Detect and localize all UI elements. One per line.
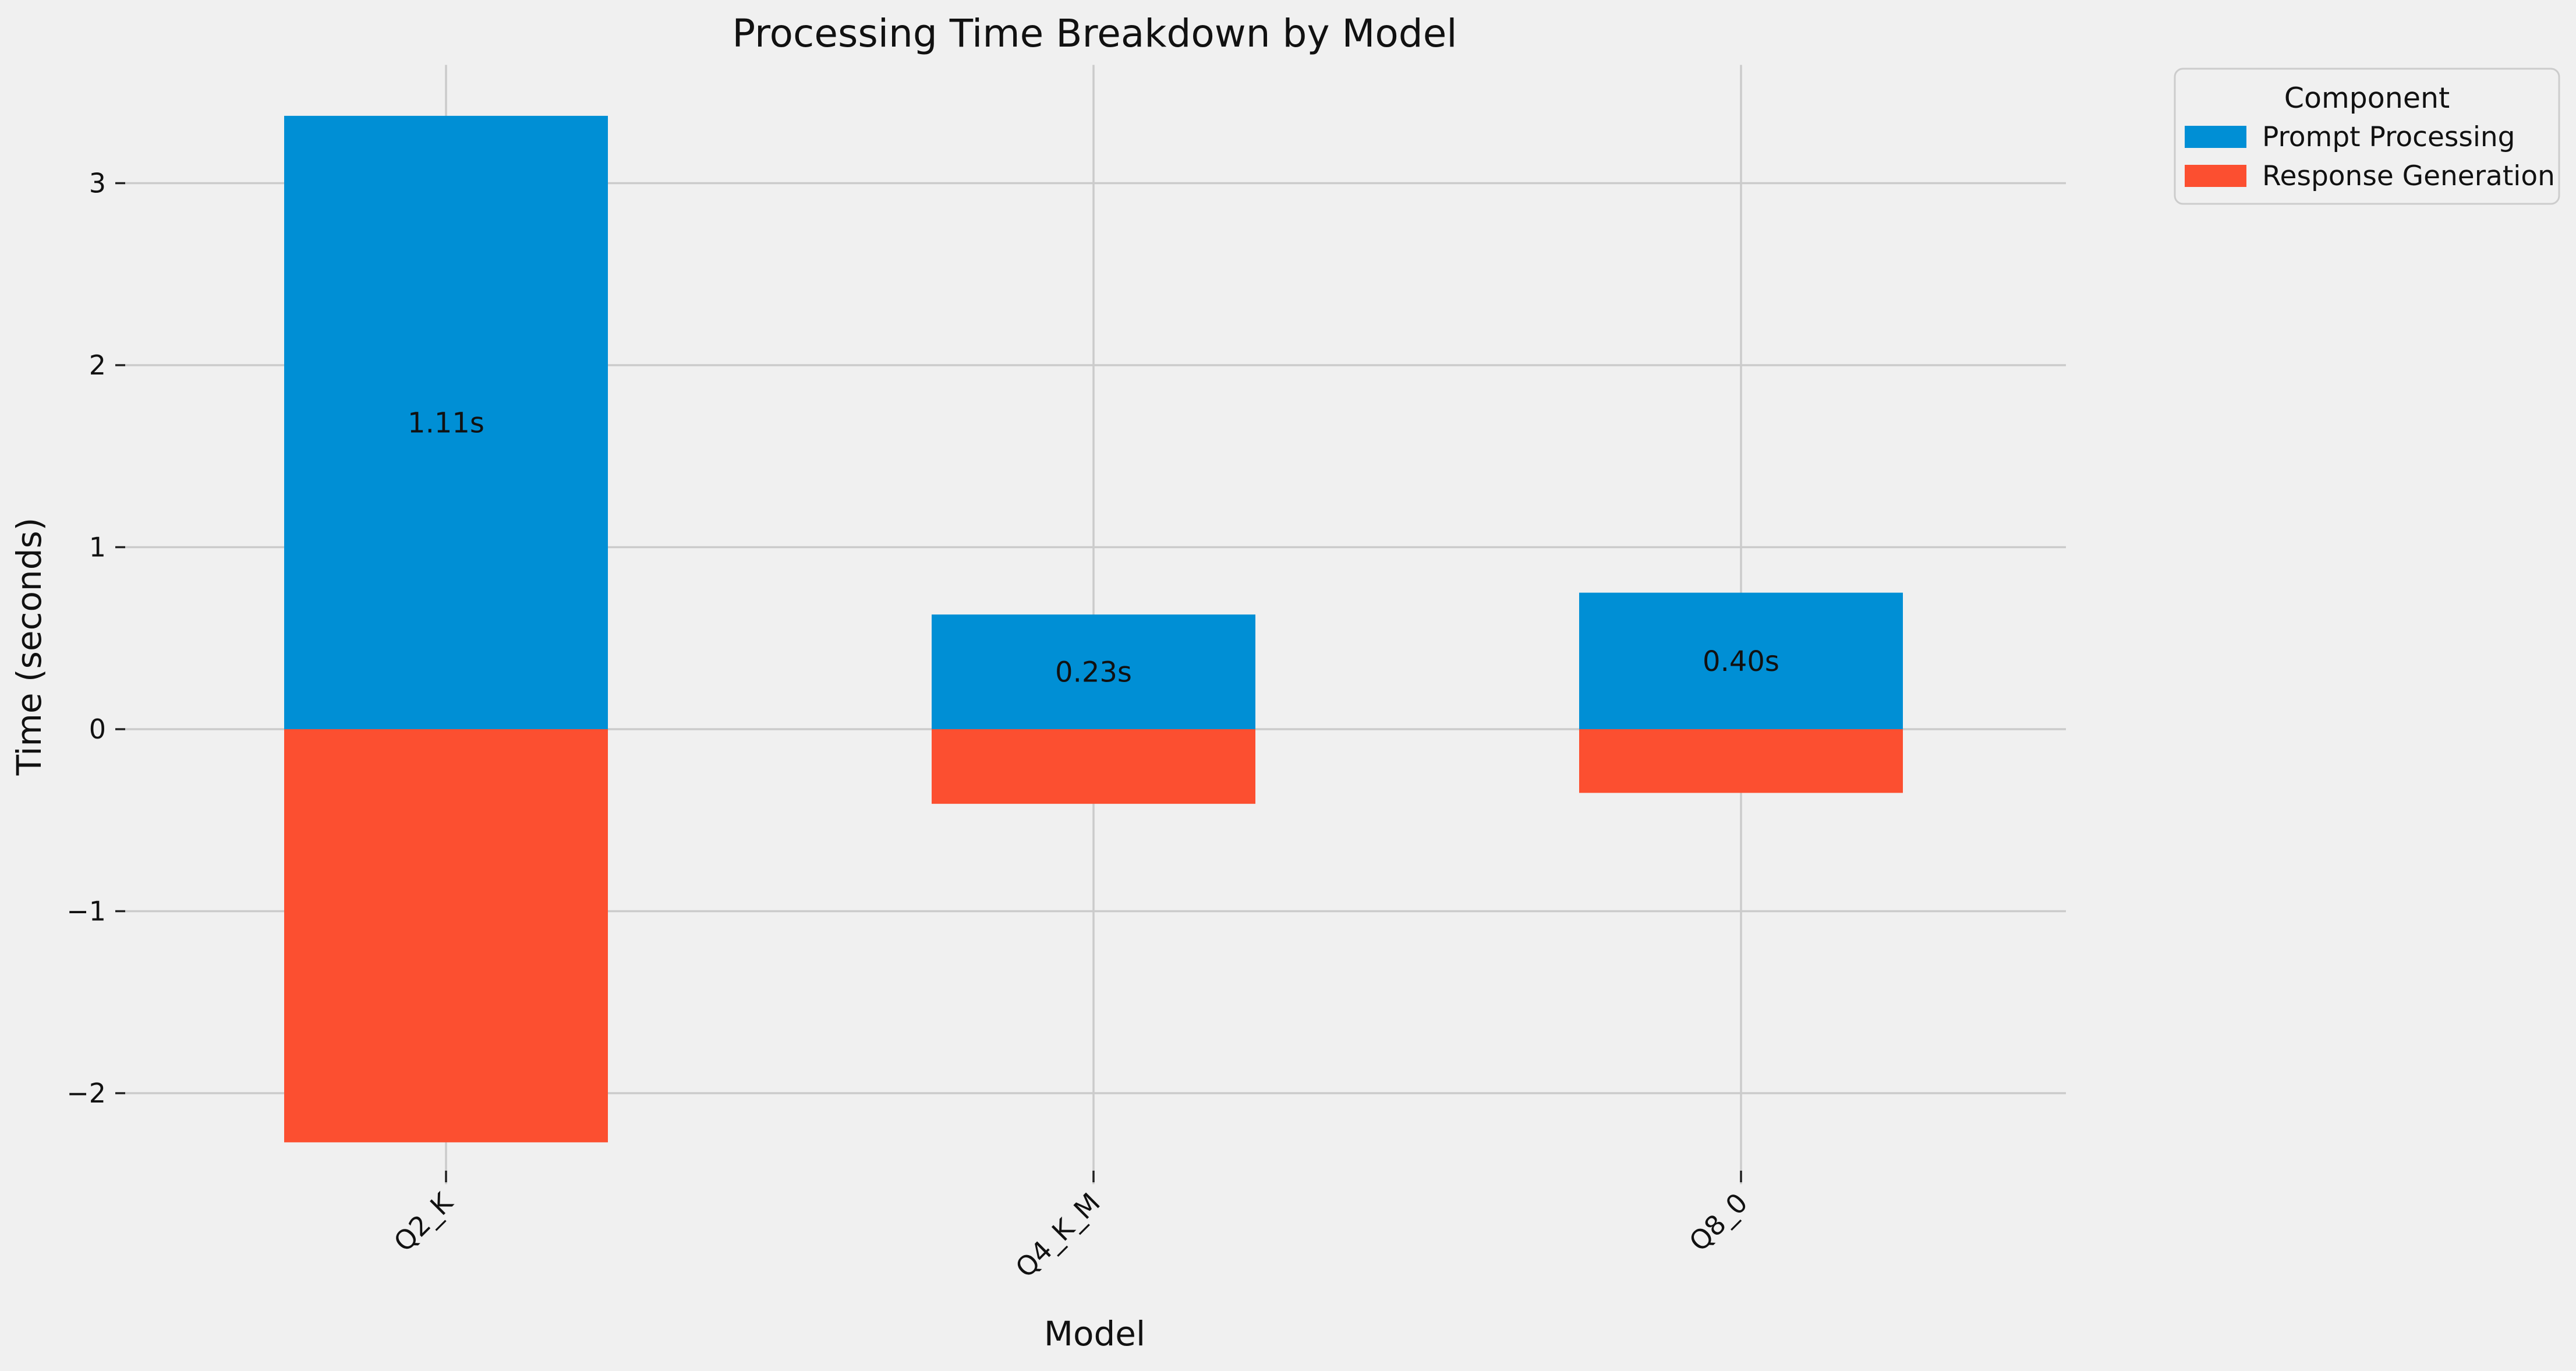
data-label: 0.40s: [1703, 645, 1779, 678]
legend-swatch-prompt-processing: [2185, 126, 2246, 148]
y-tick-label: −1: [66, 896, 106, 927]
bar-response-generation-q4-k-m: [932, 729, 1255, 804]
y-axis-title: Time (seconds): [9, 518, 49, 776]
bar-response-generation-q2-k: [284, 729, 608, 1143]
bar-prompt-processing-q2-k: [284, 115, 608, 729]
bar-response-generation-q8-0: [1579, 729, 1903, 793]
chart-title: Processing Time Breakdown by Model: [732, 11, 1457, 56]
y-tick-label: −2: [66, 1077, 106, 1109]
legend-title: Component: [2284, 82, 2450, 115]
y-tick-label: 0: [89, 713, 106, 745]
y-tick-label: 1: [89, 532, 106, 563]
y-tick-label: 3: [89, 168, 106, 199]
data-labels: 1.11s 0.23s 0.40s: [408, 407, 1779, 688]
legend-label-prompt-processing: Prompt Processing: [2262, 121, 2515, 153]
x-axis-title: Model: [1044, 1314, 1145, 1354]
data-label: 1.11s: [408, 407, 484, 439]
bar-prompt-processing-q4-k-m: [932, 614, 1255, 729]
legend-label-response-generation: Response Generation: [2262, 160, 2555, 192]
legend: Component Prompt Processing Response Gen…: [2174, 68, 2560, 205]
y-tick-label: 2: [89, 349, 106, 381]
y-axis: −2 −1 0 1 2 3: [66, 168, 125, 1109]
bar-prompt-processing-q8-0: [1579, 592, 1903, 729]
bars: [284, 115, 1903, 1143]
legend-box: [2174, 68, 2560, 205]
data-label: 0.23s: [1055, 656, 1132, 689]
legend-swatch-response-generation: [2185, 165, 2246, 187]
